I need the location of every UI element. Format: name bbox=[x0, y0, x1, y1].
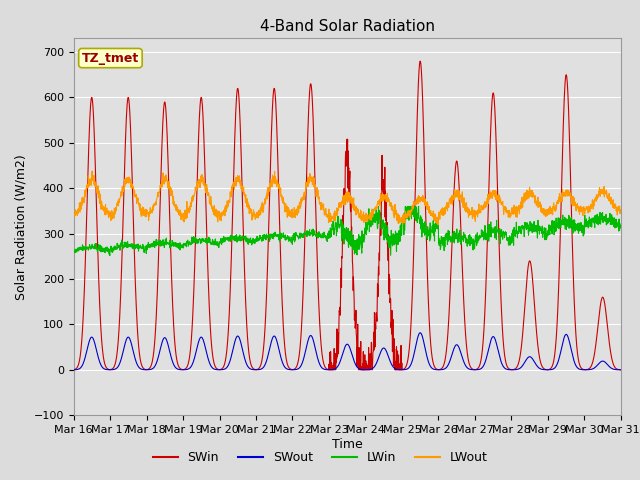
Y-axis label: Solar Radiation (W/m2): Solar Radiation (W/m2) bbox=[15, 154, 28, 300]
X-axis label: Time: Time bbox=[332, 438, 363, 451]
Legend: SWin, SWout, LWin, LWout: SWin, SWout, LWin, LWout bbox=[147, 446, 493, 469]
Title: 4-Band Solar Radiation: 4-Band Solar Radiation bbox=[260, 20, 435, 35]
Text: TZ_tmet: TZ_tmet bbox=[82, 51, 139, 65]
